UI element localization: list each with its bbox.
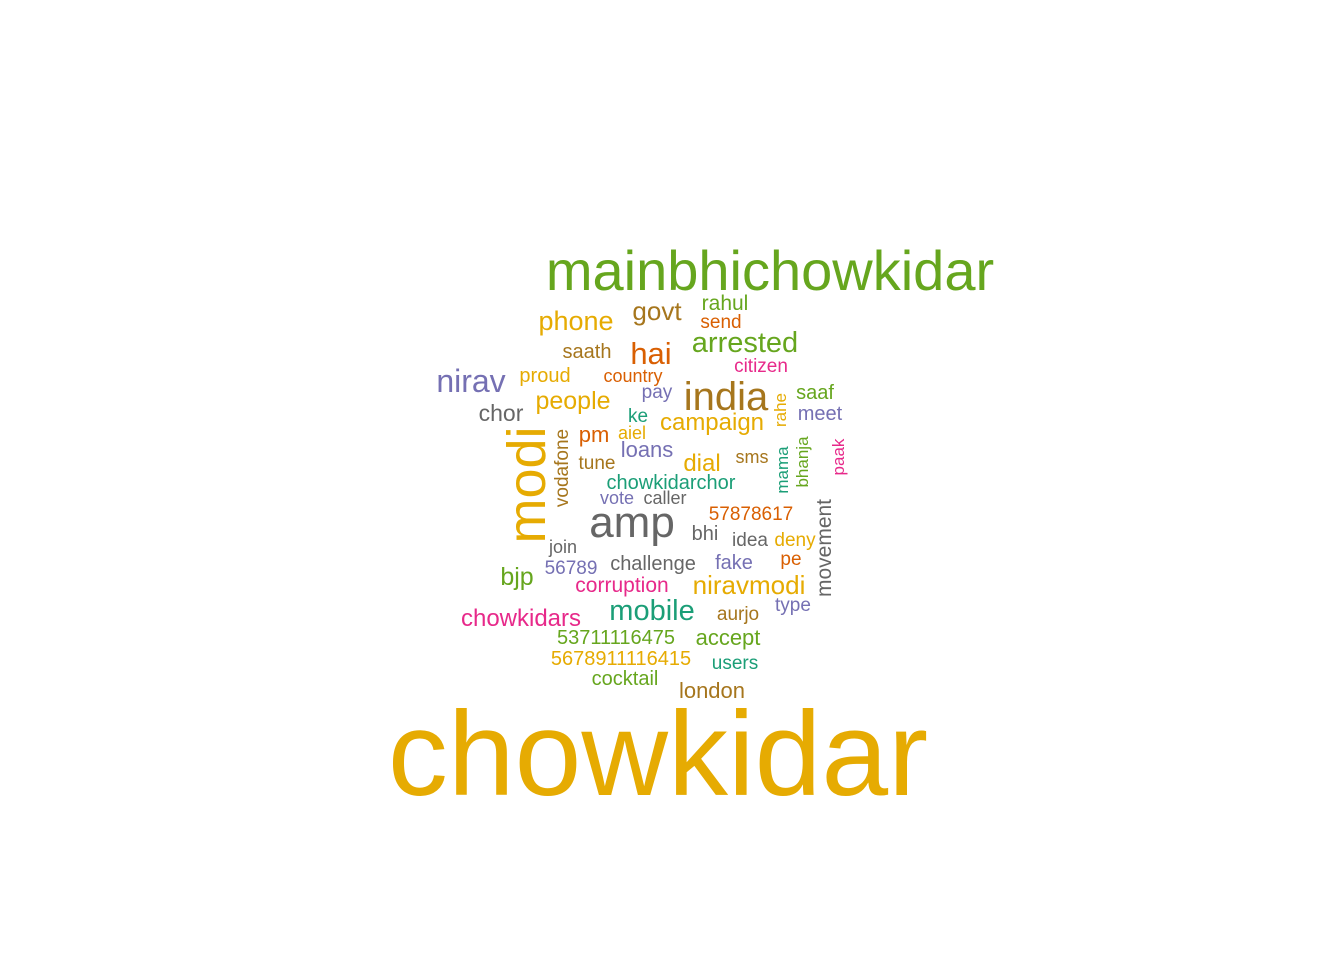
word-aurjo: aurjo — [717, 604, 759, 625]
word-send: send — [700, 312, 741, 333]
word-bjp: bjp — [500, 563, 533, 591]
word-meet: meet — [798, 403, 843, 425]
word-movement: movement — [813, 499, 836, 597]
word-mama: mama — [773, 446, 792, 494]
word-saath: saath — [563, 341, 612, 363]
word-56789: 56789 — [545, 558, 598, 579]
word-bhanja: bhanja — [793, 436, 812, 488]
word-chowkidars: chowkidars — [461, 605, 581, 632]
word-bhi: bhi — [692, 523, 719, 545]
word-chowkidar: chowkidar — [388, 687, 928, 821]
word-type: type — [775, 595, 811, 616]
word-pay: pay — [642, 382, 673, 403]
word-london: london — [679, 678, 745, 703]
word-fake: fake — [715, 552, 753, 574]
word-mainbhichowkidar: mainbhichowkidar — [546, 239, 994, 302]
word-saaf: saaf — [796, 382, 834, 404]
word-cocktail: cocktail — [592, 668, 659, 690]
word-sms: sms — [736, 447, 769, 467]
word-accept: accept — [696, 625, 761, 650]
word-arrested: arrested — [692, 327, 798, 359]
word-amp: amp — [589, 498, 675, 547]
word-phone: phone — [538, 306, 613, 336]
word-chowkidarchor: chowkidarchor — [607, 472, 736, 494]
word-niravmodi: niravmodi — [693, 570, 806, 600]
word-chor: chor — [479, 400, 524, 426]
word-tune: tune — [579, 453, 616, 474]
word-caller: caller — [643, 488, 686, 508]
word-mobile: mobile — [609, 595, 694, 627]
word-pm: pm — [579, 422, 610, 447]
word-hai: hai — [630, 336, 671, 371]
word-corruption: corruption — [575, 574, 668, 597]
word-paak: paak — [829, 438, 848, 475]
word-loans: loans — [621, 437, 674, 462]
word-dial: dial — [683, 450, 720, 477]
word-proud: proud — [519, 365, 570, 387]
word-rahe: rahe — [771, 393, 790, 427]
word-53711116475: 53711116475 — [557, 627, 675, 649]
word-57878617: 57878617 — [709, 504, 794, 525]
word-citizen: citizen — [734, 356, 788, 377]
word-vote: vote — [600, 488, 634, 508]
word-join: join — [548, 537, 577, 557]
word-users: users — [712, 653, 758, 674]
word-modi: modi — [497, 426, 557, 543]
word-ke: ke — [628, 406, 648, 427]
word-india: india — [684, 375, 769, 419]
word-campaign: campaign — [660, 409, 764, 436]
word-rahul: rahul — [702, 292, 749, 315]
word-aiel: aiel — [618, 423, 646, 443]
word-vodafone: vodafone — [552, 429, 573, 507]
word-pe: pe — [780, 549, 801, 570]
word-idea: idea — [732, 530, 768, 551]
word-deny: deny — [774, 530, 816, 551]
word-challenge: challenge — [610, 553, 696, 575]
word-nirav: nirav — [436, 363, 505, 399]
word-govt: govt — [632, 296, 682, 326]
word-people: people — [535, 387, 610, 415]
word-country: country — [603, 366, 662, 386]
word-5678911116415: 5678911116415 — [551, 648, 691, 670]
